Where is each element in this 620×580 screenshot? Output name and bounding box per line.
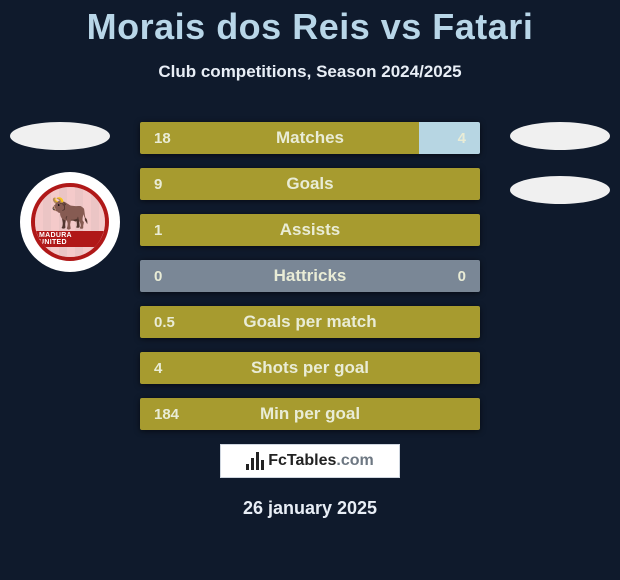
fctables-logo: FcTables.com: [220, 444, 400, 478]
stat-bar: 00Hattricks: [140, 260, 480, 292]
stat-segment-left: 9: [140, 168, 480, 200]
stat-value-left: 184: [154, 406, 179, 423]
stat-segment-left: 18: [140, 122, 419, 154]
stat-segment-left: 0: [140, 260, 310, 292]
stat-value-right: 4: [458, 130, 466, 147]
stat-segment-left: 184: [140, 398, 480, 430]
player2-flag: [510, 122, 610, 150]
subtitle: Club competitions, Season 2024/2025: [0, 62, 620, 82]
date-label: 26 january 2025: [0, 498, 620, 519]
bull-icon: 🐂: [50, 197, 90, 229]
stat-segment-left: 0.5: [140, 306, 480, 338]
stat-value-left: 0.5: [154, 314, 175, 331]
stat-bar: 1Assists: [140, 214, 480, 246]
stat-value-left: 1: [154, 222, 162, 239]
stat-bar: 184Min per goal: [140, 398, 480, 430]
page-title: Morais dos Reis vs Fatari: [0, 0, 620, 48]
stat-segment-right: 4: [419, 122, 480, 154]
player1-flag: [10, 122, 110, 150]
stat-value-left: 4: [154, 360, 162, 377]
player1-club-badge: 🐂 MADURA UNITED: [20, 172, 120, 272]
player2-flag-secondary: [510, 176, 610, 204]
stat-bar: 9Goals: [140, 168, 480, 200]
stat-value-left: 18: [154, 130, 171, 147]
stat-segment-left: 1: [140, 214, 480, 246]
stat-segment-right: 0: [310, 260, 480, 292]
stats-bars: 184Matches9Goals1Assists00Hattricks0.5Go…: [140, 122, 480, 444]
stat-value-left: 0: [154, 268, 162, 285]
stat-bar: 184Matches: [140, 122, 480, 154]
logo-bars-icon: [246, 452, 264, 470]
stat-segment-left: 4: [140, 352, 480, 384]
stat-value-left: 9: [154, 176, 162, 193]
stat-bar: 0.5Goals per match: [140, 306, 480, 338]
stat-value-right: 0: [458, 268, 466, 285]
logo-text: FcTables.com: [268, 452, 374, 470]
stat-bar: 4Shots per goal: [140, 352, 480, 384]
badge-label: MADURA UNITED: [35, 231, 105, 247]
